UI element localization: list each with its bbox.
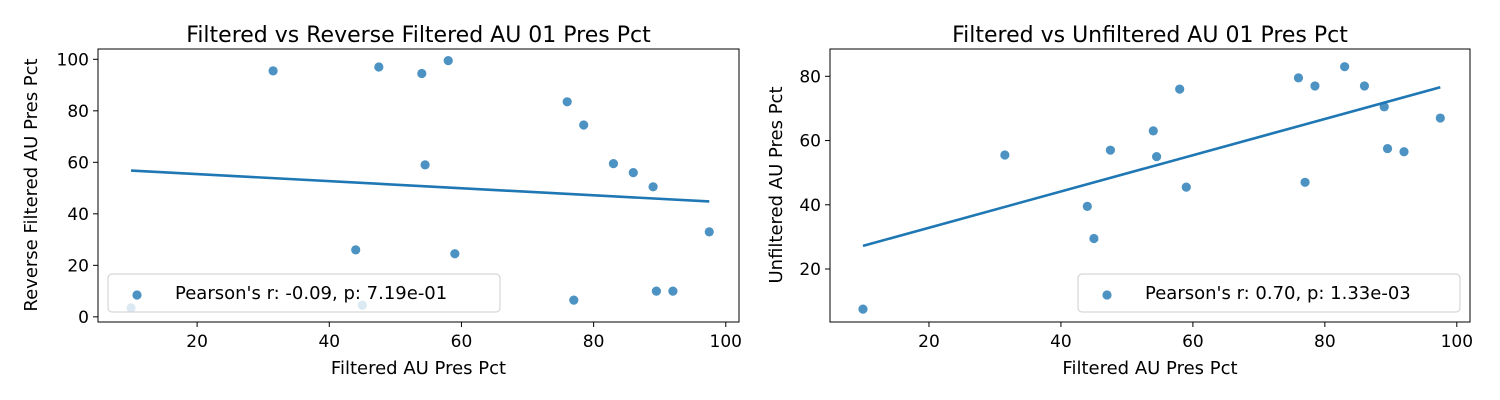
y-tick-label: 60 bbox=[799, 132, 821, 152]
y-tick-label: 40 bbox=[67, 205, 89, 225]
data-point bbox=[1340, 62, 1350, 72]
x-tick-label: 100 bbox=[1441, 332, 1473, 352]
data-point bbox=[704, 227, 714, 237]
chart-unfiltered: Filtered vs Unfiltered AU 01 Pres Pct 20… bbox=[766, 23, 1473, 379]
data-point bbox=[1181, 182, 1191, 192]
regression-line bbox=[862, 85, 1441, 248]
axes-frame bbox=[829, 48, 1471, 323]
legend-marker bbox=[1102, 290, 1112, 300]
plot-area: 20 40 60 80 100 0 20 40 60 80 100 Pearson's r: -0.0… bbox=[57, 48, 742, 352]
legend-label: Pearson's r: -0.09, p: 7.19e-01 bbox=[175, 283, 447, 304]
plot-area: 20 40 60 80 100 20 40 60 80 Pearson's r: 0.70, p:… bbox=[799, 48, 1473, 352]
data-point bbox=[858, 304, 868, 314]
y-tick-label: 40 bbox=[799, 196, 821, 216]
data-point bbox=[450, 249, 460, 259]
y-tick-label: 80 bbox=[67, 102, 89, 122]
data-point bbox=[1435, 113, 1445, 123]
y-tick-label: 0 bbox=[78, 308, 89, 328]
y-tick-label: 20 bbox=[67, 256, 89, 276]
data-point bbox=[1293, 73, 1304, 83]
x-tick-label: 60 bbox=[1182, 332, 1204, 352]
chart-title: Filtered vs Reverse Filtered AU 01 Pres … bbox=[186, 23, 651, 48]
x-axis-label: Filtered AU Pres Pct bbox=[1062, 358, 1237, 379]
data-point bbox=[1000, 150, 1010, 160]
legend-marker bbox=[132, 290, 142, 300]
y-tick-label: 80 bbox=[799, 67, 821, 87]
x-tick-label: 80 bbox=[583, 332, 605, 352]
data-point bbox=[1310, 81, 1320, 91]
x-tick-label: 40 bbox=[318, 332, 340, 352]
data-point bbox=[1300, 177, 1310, 187]
x-axis-label: Filtered AU Pres Pct bbox=[331, 358, 506, 379]
data-point bbox=[1148, 126, 1158, 136]
x-tick-label: 60 bbox=[451, 332, 473, 352]
data-point bbox=[1399, 147, 1409, 157]
data-point bbox=[628, 168, 638, 178]
data-point bbox=[668, 286, 678, 296]
data-point bbox=[1082, 201, 1092, 211]
x-tick-label: 20 bbox=[186, 332, 208, 352]
x-tick-label: 100 bbox=[710, 332, 742, 352]
y-tick-label: 20 bbox=[799, 260, 821, 280]
data-point bbox=[608, 159, 619, 169]
data-point bbox=[569, 295, 579, 305]
y-tick-label: 100 bbox=[57, 50, 89, 70]
data-point bbox=[1359, 81, 1370, 91]
data-point bbox=[1151, 151, 1162, 162]
axes-frame bbox=[97, 48, 740, 323]
data-point bbox=[374, 62, 384, 72]
legend-box bbox=[107, 273, 501, 313]
data-point bbox=[562, 97, 572, 107]
data-point bbox=[417, 68, 427, 79]
x-tick-label: 40 bbox=[1050, 332, 1072, 352]
x-tick-label: 80 bbox=[1314, 332, 1336, 352]
data-point bbox=[648, 182, 658, 192]
data-point bbox=[443, 55, 453, 66]
data-point bbox=[420, 160, 430, 170]
y-axis-label: Reverse Filtered AU Pres Pct bbox=[21, 58, 42, 311]
regression-line bbox=[130, 169, 710, 203]
chart-reverse-filtered: Filtered vs Reverse Filtered AU 01 Pres … bbox=[21, 23, 742, 379]
legend-label: Pearson's r: 0.70, p: 1.33e-03 bbox=[1145, 283, 1411, 304]
chart-title: Filtered vs Unfiltered AU 01 Pres Pct bbox=[952, 23, 1348, 48]
data-point bbox=[1382, 143, 1393, 154]
data-point bbox=[351, 245, 361, 255]
data-point bbox=[1105, 145, 1116, 155]
data-point bbox=[1175, 84, 1185, 94]
x-tick-label: 20 bbox=[918, 332, 940, 352]
y-axis-label: Unfiltered AU Pres Pct bbox=[766, 86, 787, 283]
data-point bbox=[268, 66, 278, 76]
data-point bbox=[1089, 233, 1099, 244]
data-point bbox=[651, 286, 661, 296]
data-point bbox=[579, 120, 589, 130]
legend-box bbox=[1077, 273, 1461, 313]
y-tick-label: 60 bbox=[67, 153, 89, 173]
